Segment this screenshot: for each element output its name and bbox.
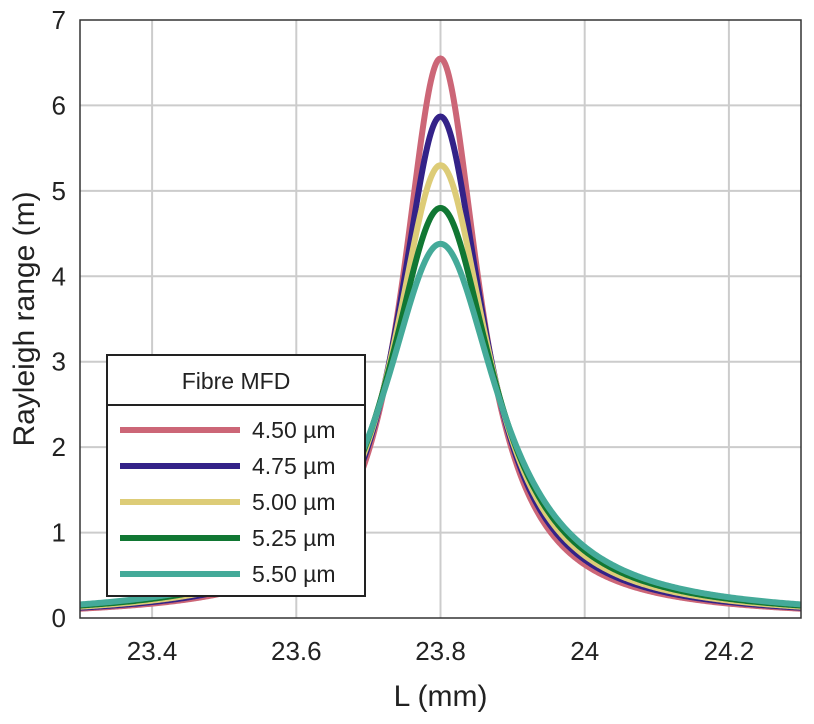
y-tick-labels: 0 1 2 3 4 5 6 7 bbox=[52, 5, 66, 633]
legend-items: 4.50 µm 4.75 µm 5.00 µm 5.25 µm 5.50 µm bbox=[120, 417, 336, 587]
legend-item-label: 5.50 µm bbox=[252, 561, 336, 587]
x-tick-label: 23.8 bbox=[415, 636, 466, 666]
x-tick-label: 24 bbox=[570, 636, 599, 666]
y-tick-label: 7 bbox=[52, 5, 66, 35]
legend: Fibre MFD 4.50 µm 4.75 µm 5.00 µm 5.25 µm 5.… bbox=[106, 354, 366, 597]
legend-box bbox=[106, 354, 366, 597]
x-tick-label: 24.2 bbox=[704, 636, 755, 666]
legend-item-label: 5.25 µm bbox=[252, 525, 336, 551]
y-tick-label: 6 bbox=[52, 90, 66, 120]
y-tick-label: 4 bbox=[52, 261, 66, 291]
y-tick-label: 3 bbox=[52, 347, 66, 377]
legend-item-label: 4.75 µm bbox=[252, 453, 336, 479]
plot-frame bbox=[79, 19, 802, 619]
legend-title: Fibre MFD bbox=[182, 368, 291, 394]
y-tick-label: 1 bbox=[52, 518, 66, 548]
legend-item-label: 4.50 µm bbox=[252, 417, 336, 443]
y-tick-label: 2 bbox=[52, 432, 66, 462]
y-tick-label: 0 bbox=[52, 603, 66, 633]
y-axis-label: Rayleigh range (m) bbox=[8, 191, 41, 446]
legend-item-label: 5.00 µm bbox=[252, 489, 336, 515]
x-axis-label: L (mm) bbox=[394, 680, 488, 713]
y-tick-label: 5 bbox=[52, 176, 66, 206]
x-tick-label: 23.6 bbox=[271, 636, 322, 666]
x-tick-labels: 23.4 23.6 23.8 24 24.2 bbox=[127, 636, 754, 666]
x-tick-label: 23.4 bbox=[127, 636, 178, 666]
